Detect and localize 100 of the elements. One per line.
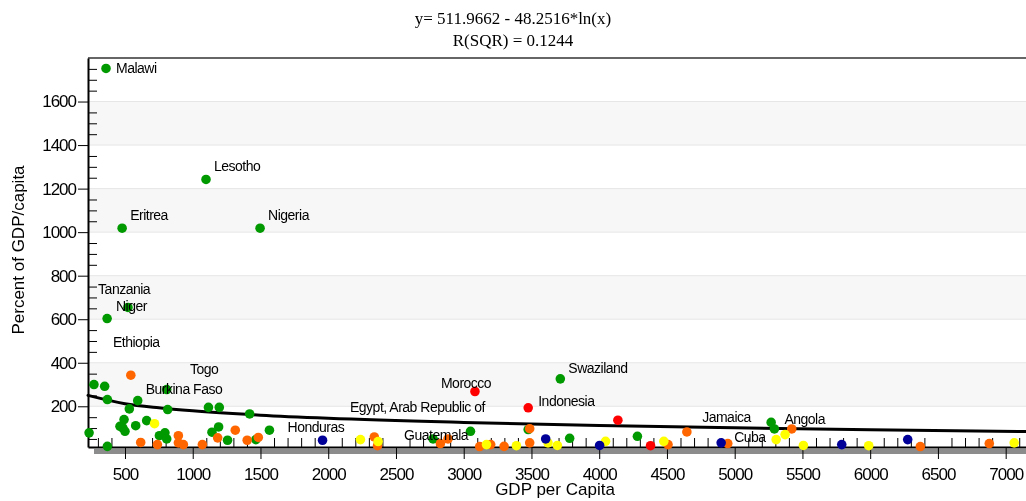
- point: [152, 439, 163, 450]
- point: [102, 394, 113, 405]
- point: [119, 414, 129, 425]
- point: [771, 434, 781, 445]
- point: [117, 223, 127, 234]
- point: [523, 403, 533, 413]
- point: [201, 174, 211, 185]
- x-tick-label: 2000: [311, 464, 347, 484]
- point: [141, 415, 152, 426]
- point: [255, 223, 265, 234]
- annotation: Angola: [784, 410, 826, 427]
- point: [613, 415, 623, 425]
- y-tick-label: 400: [50, 353, 77, 373]
- point: [242, 435, 252, 446]
- point: [769, 424, 780, 434]
- point: [645, 440, 656, 451]
- point: [863, 440, 874, 451]
- x-tick-label: 500: [112, 464, 139, 484]
- y-tick-label: 1400: [42, 136, 77, 156]
- x-tick-label: 3000: [447, 464, 482, 484]
- point: [89, 379, 99, 390]
- point: [102, 441, 113, 452]
- point: [130, 420, 141, 431]
- annotation: Malawi: [116, 60, 157, 77]
- chart-title: y= 511.9662 - 48.2516*ln(x): [414, 9, 612, 28]
- point: [230, 425, 241, 436]
- point: [264, 425, 275, 436]
- x-tick-label: 6500: [921, 464, 956, 484]
- point: [555, 374, 566, 384]
- annotation: Nigeria: [268, 207, 310, 224]
- point: [373, 436, 383, 447]
- annotation: Egypt, Arab Republic of: [350, 399, 486, 415]
- point: [540, 434, 551, 444]
- point: [511, 440, 522, 451]
- point: [716, 438, 726, 448]
- y-tick-label: 800: [50, 266, 77, 286]
- point: [212, 433, 223, 443]
- point: [120, 426, 130, 437]
- point: [915, 441, 926, 452]
- point: [99, 381, 110, 392]
- point: [101, 63, 111, 74]
- point: [524, 438, 535, 448]
- annotation: Indonesia: [538, 392, 596, 409]
- annotation: Eritrea: [130, 207, 169, 224]
- point: [203, 402, 214, 413]
- x-tick-label: 7000: [989, 464, 1024, 484]
- point: [126, 370, 136, 380]
- point: [149, 418, 160, 429]
- point: [836, 439, 847, 450]
- point: [124, 404, 135, 414]
- annotation: Morocco: [440, 375, 492, 392]
- point: [552, 440, 563, 451]
- annotation: Ethiopia: [113, 334, 161, 350]
- y-axis-title: Percent of GDP/capita: [9, 164, 28, 335]
- annotation: Togo: [190, 361, 220, 377]
- x-tick-label: 5000: [718, 464, 753, 484]
- point: [499, 441, 509, 452]
- point: [213, 422, 224, 432]
- y-tick-label: 1000: [42, 223, 77, 243]
- y-tick-label: 600: [50, 310, 77, 330]
- point: [84, 428, 94, 438]
- point: [902, 434, 913, 445]
- point: [984, 438, 995, 449]
- point: [659, 436, 669, 447]
- point: [132, 395, 143, 406]
- y-tick-label: 1200: [42, 179, 77, 199]
- point: [102, 313, 112, 324]
- point: [355, 434, 366, 445]
- point: [594, 440, 605, 451]
- point: [214, 402, 225, 413]
- y-tick-label: 1600: [42, 92, 77, 112]
- annotation: Honduras: [287, 419, 345, 436]
- annotation: Swaziland: [568, 359, 628, 376]
- x-tick-label: 1500: [244, 464, 279, 484]
- x-tick-label: 5500: [786, 464, 821, 484]
- y-tick-label: 200: [50, 397, 77, 417]
- x-tick-label: 4500: [650, 464, 685, 484]
- point: [135, 437, 146, 448]
- point: [632, 431, 643, 442]
- annotation: Tanzania: [98, 280, 151, 297]
- x-tick-label: 1000: [176, 464, 211, 484]
- point: [317, 435, 328, 446]
- annotation: Cuba: [734, 428, 767, 445]
- chart-subtitle: R(SQR) = 0.1244: [452, 31, 574, 50]
- point: [161, 434, 172, 444]
- point: [1009, 438, 1019, 448]
- x-tick-label: 6000: [853, 464, 889, 484]
- point: [564, 433, 575, 444]
- annotation: Jamaica: [702, 409, 752, 426]
- point: [244, 409, 255, 419]
- x-tick-label: 2500: [379, 464, 414, 484]
- point: [197, 439, 208, 450]
- point: [178, 439, 189, 450]
- annotation: Lesotho: [214, 158, 262, 175]
- point: [798, 440, 809, 451]
- point: [780, 429, 790, 440]
- point: [222, 435, 233, 446]
- point: [682, 427, 692, 437]
- point: [162, 404, 173, 415]
- point: [481, 439, 492, 450]
